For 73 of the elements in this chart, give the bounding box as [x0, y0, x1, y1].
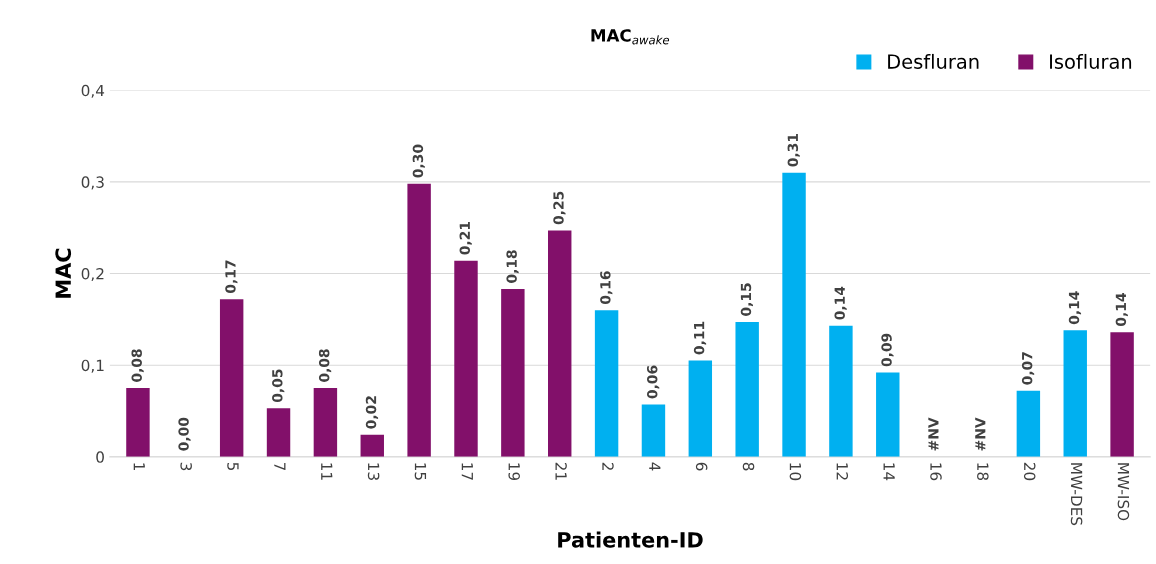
x-tick-label: 20 [1023, 462, 1036, 481]
data-label: 0,30 [412, 144, 425, 178]
y-tick-label: 0 [96, 451, 104, 463]
x-tick-label: 1 [133, 463, 145, 471]
data-label: 0,14 [834, 286, 847, 320]
y-tick-label: 0,4 [81, 84, 105, 98]
data-label: 0,00 [178, 417, 191, 451]
bar [829, 325, 853, 457]
data-label: 0,18 [506, 250, 519, 283]
y-tick-label: 0,3 [81, 176, 104, 190]
x-tick-label: 17 [461, 463, 473, 480]
chart-title: MAC$_{awake}$ [591, 29, 670, 45]
data-label: 0,02 [365, 396, 379, 429]
bar [548, 230, 572, 457]
data-label: 0,07 [1021, 352, 1035, 385]
text: #NV [975, 417, 986, 451]
bar [1110, 332, 1134, 457]
bar [782, 172, 806, 457]
x-tick-label: 5 [227, 462, 239, 471]
bar [360, 434, 384, 457]
data-label: 0,08 [318, 349, 332, 382]
bar [126, 388, 150, 457]
x-tick-label: 15 [414, 463, 427, 480]
bar [641, 404, 666, 457]
bar [876, 372, 900, 457]
bar [735, 322, 759, 457]
y-axis-title: MAC [55, 248, 72, 298]
bar [1063, 330, 1087, 457]
x-tick-label: 4 [649, 462, 661, 471]
data-label: 0,08 [131, 349, 144, 382]
data-label: 0,21 [459, 221, 472, 255]
x-tick-label: 16 [930, 463, 942, 481]
legend-label: Desfluran [888, 53, 979, 69]
data-label: 0,17 [225, 260, 238, 294]
x-tick-label: 14 [883, 463, 895, 481]
bar [1016, 390, 1041, 457]
data-label: 0,15 [740, 283, 753, 316]
data-label: 0,16 [600, 271, 613, 305]
x-tick-label: 2 [602, 462, 614, 470]
x-tick-label: MW-DES [1070, 463, 1083, 526]
bar [501, 289, 525, 457]
bar [594, 310, 619, 457]
x-tick-label: 11 [321, 463, 333, 480]
x-tick-label: 12 [836, 463, 849, 480]
y-tick-label: 0,2 [81, 268, 104, 282]
x-tick-label: 8 [742, 462, 755, 471]
y-tick-label: 0,1 [81, 359, 104, 373]
data-label: 0,14 [1068, 291, 1082, 325]
data-label: 0,05 [272, 369, 285, 403]
x-tick-label: 18 [977, 463, 989, 481]
data-label: 0,25 [553, 191, 566, 225]
x-tick-label: 21 [555, 462, 567, 480]
data-label: 0,31 [787, 133, 800, 167]
bar [454, 260, 478, 457]
x-tick-label: 3 [180, 462, 192, 471]
x-tick-label: 10 [789, 463, 802, 481]
x-tick-label: MW-ISO [1117, 463, 1130, 521]
bar [407, 183, 431, 457]
bar [219, 299, 244, 457]
text: #NV [928, 417, 939, 451]
data-label: 0,06 [646, 365, 660, 399]
x-tick-label: 13 [367, 463, 380, 480]
bar [266, 408, 291, 457]
x-tick-label: 19 [508, 463, 520, 481]
x-axis-title: Patienten-ID [558, 531, 703, 548]
data-label: 0,09 [881, 333, 894, 367]
data-label: 0,14 [1115, 293, 1128, 327]
x-tick-label: 6 [695, 462, 708, 471]
x-tick-label: 7 [274, 462, 286, 471]
data-label: 0,11 [693, 321, 707, 355]
legend-label: Isofluran [1050, 53, 1132, 69]
bar [688, 360, 713, 457]
bar [313, 388, 338, 457]
